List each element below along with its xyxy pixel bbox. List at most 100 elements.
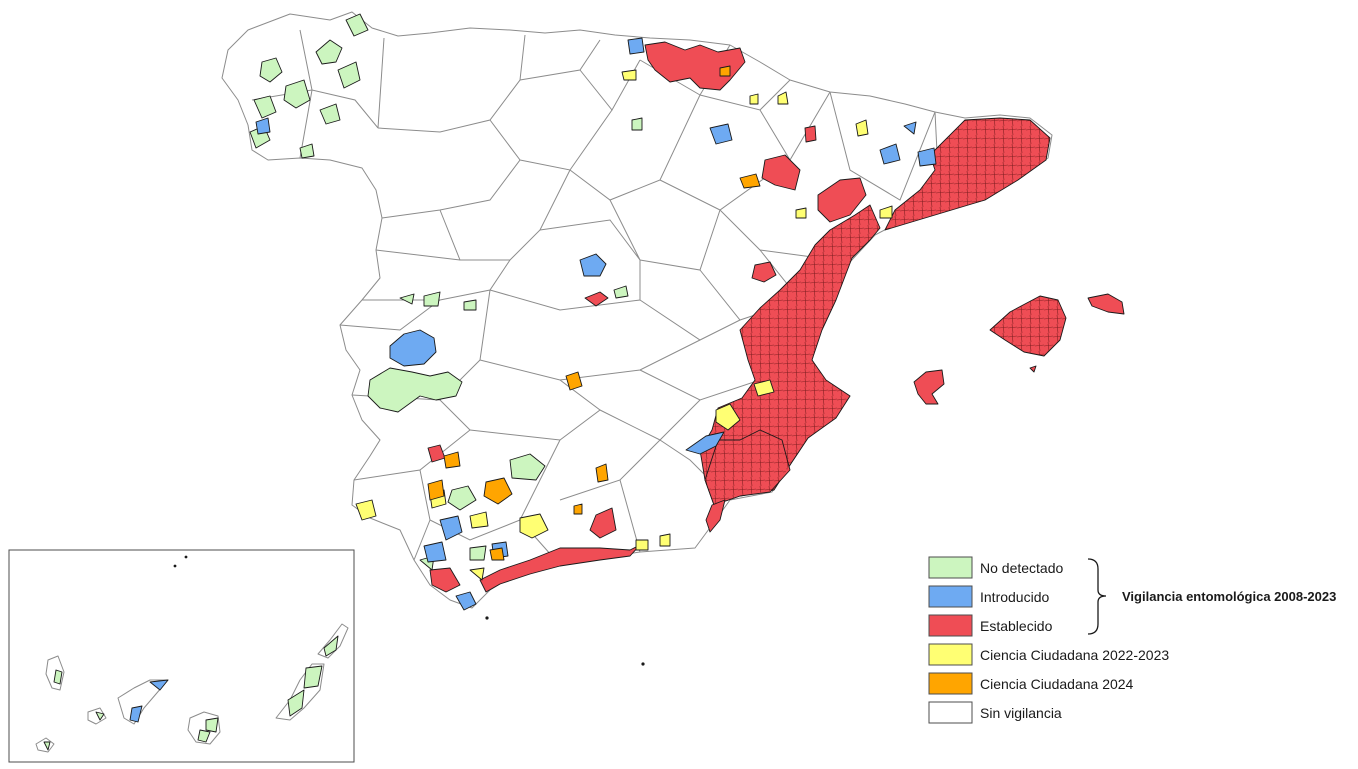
province-border [419,439,561,541]
zone-cc2223-cadiz [469,567,485,581]
zone-established-granada [589,507,617,539]
peninsula-landmass [221,11,1053,609]
zone-notdetected-madrid-1 [613,285,629,299]
zone-notdetected-gran-canaria-2 [197,729,211,743]
legend-item-establecido: Establecido [928,614,1053,637]
province-border [479,339,701,381]
muni-texture-mallorca [990,296,1066,356]
zone-cc2223-valencia [715,403,741,431]
province-border [251,89,379,129]
zone-notdetected-lanzarote [323,635,339,657]
zone-introduced-extremadura [389,329,437,367]
legend-swatch [928,614,973,637]
zone-established-ibiza [913,369,945,405]
province-border [381,119,521,219]
zone-established-bilbao [644,41,746,91]
zone-cc2223-alicante [753,379,775,397]
zone-notdetected-gran-canaria-1 [205,717,219,733]
zone-introduced-tenerife-1 [149,679,169,691]
introduced-zones [255,37,937,611]
zone-notdetected-badajoz [367,367,463,413]
zone-cc2223-teruel [795,207,807,219]
not-detected-zones [249,13,643,571]
legend-item-no-detectado: No detectado [928,556,1063,579]
legend-swatch [928,701,973,724]
zone-cc2223-granada [635,539,649,551]
zone-cc24-bilbao [719,65,731,77]
zone-established-ebro [817,177,867,223]
legend-group-bracket [1087,558,1107,635]
zone-introduced-tenerife-2 [129,705,143,723]
legend-item-introducido: Introducido [928,585,1049,608]
islet [173,564,177,568]
zone-established-malaga-coast [479,544,641,593]
province-border [375,249,461,261]
zone-notdetected-seville-1 [447,485,477,511]
offshore-islets [485,616,645,666]
province-borders [251,29,941,566]
zone-cc2223-seville-2 [469,511,489,529]
zone-introduced-galicia [255,117,271,135]
zone-cc24-seville-1 [443,451,461,469]
legend: No detectado Introducido Establecido Cie… [928,556,1336,724]
zone-notdetected-el-hierro [43,741,51,751]
legend-item-ciencia-2024: Ciencia Ciudadana 2024 [928,672,1134,695]
legend-label: No detectado [980,560,1063,576]
province-border [413,519,431,561]
zone-cc2223-catalonia [879,205,893,219]
zone-notdetected-asturias [631,117,643,131]
zone-cc24-ciudadreal [565,371,583,391]
zone-notdetected-la-palma [53,669,63,685]
canary-islands-inset [8,549,355,763]
province-border [569,94,701,201]
zone-notdetected-galicia-2 [315,39,343,65]
province-border [377,37,385,129]
zone-introduced-cadiz [423,541,447,563]
zone-established-navarra [804,125,817,143]
province-border [469,379,601,441]
zone-notdetected-fuerteventura-1 [303,665,323,689]
zone-established-aragon [761,154,801,191]
zone-notdetected-salamanca-1 [399,293,415,305]
zone-introduced-catalonia-1 [879,143,901,165]
zone-introduced-catalonia-2 [903,121,917,135]
zone-introduced-seville [439,515,463,541]
zone-notdetected-galicia-6 [319,103,341,125]
legend-label: Ciencia Ciudadana 2022-2023 [980,647,1169,663]
zone-cc24-cordoba [483,477,513,505]
legend-label: Introducido [980,589,1049,605]
legend-swatch [928,643,973,666]
muni-texture-valencia [700,205,880,505]
island-la-gomera [87,707,107,725]
zone-cc2223-huelva [355,499,377,521]
zone-notdetected-galicia-8 [345,13,369,37]
zone-introduced-bilbao [627,37,645,55]
legend-swatch [928,585,973,608]
zone-introduced-madrid [579,253,607,277]
zone-cc24-seville-2 [427,479,445,501]
legend-swatch [928,556,973,579]
island-tenerife [117,679,169,725]
legend-label: Sin vigilancia [980,705,1062,721]
islet [485,616,489,620]
citizen-science-2022-2023-zones [355,69,893,581]
zone-notdetected-cadiz-2 [469,545,487,561]
zone-cc2223-almeria [659,533,671,547]
legend-swatch [928,672,973,695]
zone-cc2223-asturias [621,69,637,81]
zone-notdetected-galicia-5 [253,95,277,119]
province-border [829,91,936,201]
province-border [339,299,441,331]
zone-notdetected-galicia-1 [259,57,283,83]
peninsula-outline [221,11,1053,609]
zone-established-menorca [1087,293,1125,315]
zone-notdetected-galicia-3 [337,61,361,89]
zone-introduced-murcia [685,431,725,455]
citizen-science-2024-zones [427,65,761,561]
islet [641,662,645,666]
legend-item-sin-vigilancia: Sin vigilancia [928,701,1062,724]
legend-label: Establecido [980,618,1053,634]
zone-notdetected-galicia-9 [299,143,315,159]
zone-notdetected-la-gomera [95,711,105,721]
